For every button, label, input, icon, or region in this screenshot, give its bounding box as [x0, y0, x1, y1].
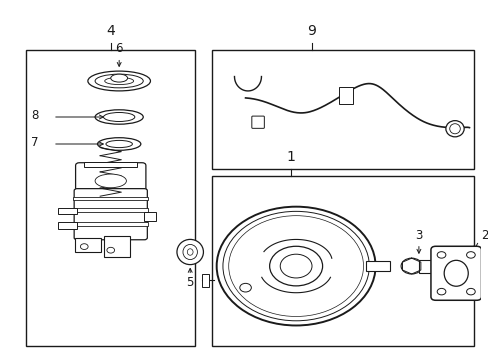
FancyBboxPatch shape	[430, 246, 481, 300]
Ellipse shape	[95, 110, 143, 124]
Circle shape	[400, 258, 422, 274]
Circle shape	[436, 252, 445, 258]
Text: 1: 1	[285, 150, 294, 163]
Ellipse shape	[187, 249, 193, 255]
Bar	[339, 86, 352, 104]
Ellipse shape	[443, 260, 468, 286]
Text: 6: 6	[115, 42, 122, 55]
Circle shape	[239, 283, 251, 292]
FancyBboxPatch shape	[74, 189, 147, 240]
Circle shape	[216, 207, 375, 325]
Circle shape	[436, 288, 445, 295]
Ellipse shape	[110, 74, 127, 82]
Text: 5: 5	[186, 276, 193, 289]
Bar	[418, 260, 430, 273]
Text: 4: 4	[106, 24, 115, 37]
Circle shape	[80, 244, 88, 249]
Circle shape	[466, 288, 474, 295]
Text: 9: 9	[306, 24, 315, 37]
Bar	[73, 208, 148, 212]
Ellipse shape	[103, 112, 135, 122]
Ellipse shape	[177, 239, 203, 265]
Circle shape	[466, 252, 474, 258]
Ellipse shape	[104, 77, 133, 85]
Bar	[75, 238, 101, 252]
Bar	[26, 50, 195, 346]
Ellipse shape	[445, 121, 463, 137]
Ellipse shape	[449, 124, 459, 134]
Bar	[104, 236, 130, 257]
Text: 3: 3	[414, 229, 422, 242]
Circle shape	[280, 254, 311, 278]
Circle shape	[107, 247, 114, 253]
Bar	[211, 176, 473, 346]
Ellipse shape	[95, 74, 143, 88]
Bar	[202, 274, 209, 287]
Bar	[73, 222, 148, 226]
Bar	[144, 212, 156, 221]
Ellipse shape	[183, 244, 197, 260]
Bar	[211, 50, 473, 169]
FancyBboxPatch shape	[251, 116, 264, 129]
Bar	[73, 197, 148, 200]
Bar	[365, 261, 389, 271]
Ellipse shape	[106, 140, 132, 148]
FancyBboxPatch shape	[76, 163, 145, 199]
Bar	[58, 208, 77, 214]
Circle shape	[228, 216, 363, 316]
Text: 2: 2	[481, 229, 488, 242]
Text: 8: 8	[31, 109, 39, 122]
Bar	[84, 162, 137, 167]
Ellipse shape	[95, 174, 126, 188]
Ellipse shape	[97, 138, 141, 150]
Text: 7: 7	[31, 136, 39, 149]
Ellipse shape	[88, 71, 150, 91]
Bar	[58, 222, 77, 229]
Circle shape	[223, 211, 368, 321]
Circle shape	[269, 246, 322, 286]
